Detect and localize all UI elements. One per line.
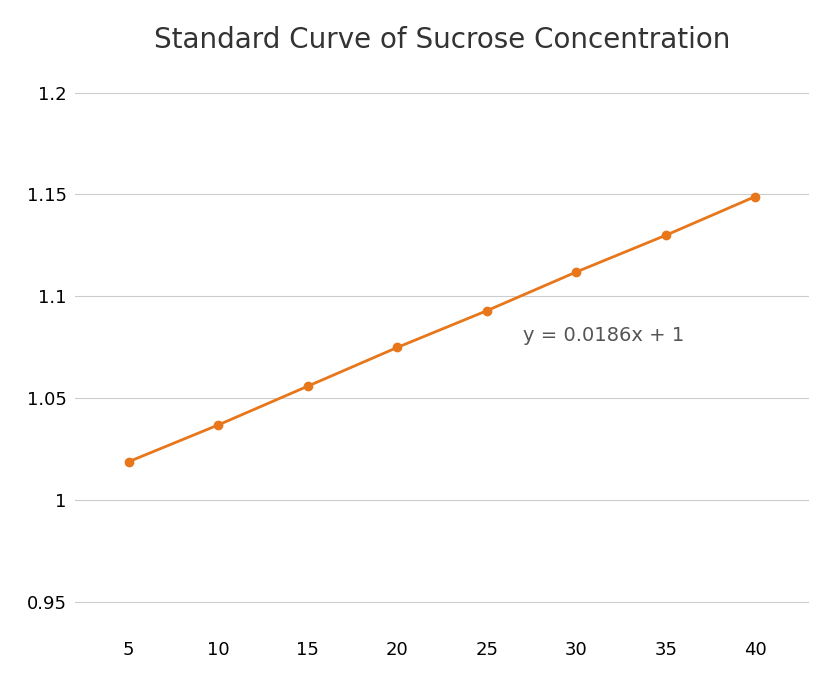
Title: Standard Curve of Sucrose Concentration: Standard Curve of Sucrose Concentration — [153, 26, 731, 54]
Text: y = 0.0186x + 1: y = 0.0186x + 1 — [523, 325, 684, 345]
